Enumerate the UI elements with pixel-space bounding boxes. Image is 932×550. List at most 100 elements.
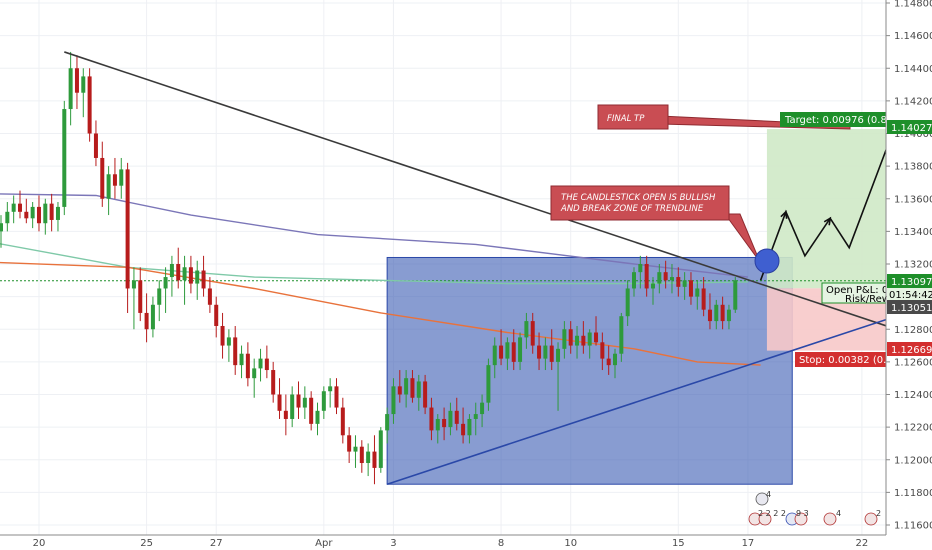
candle-body: [644, 264, 649, 289]
candle-body: [182, 267, 187, 281]
candle-body: [30, 206, 35, 219]
candle-body: [549, 345, 554, 362]
svg-text:2: 2: [876, 509, 881, 518]
stop-tag[interactable]: Stop: 0.00382 (0.: [795, 352, 886, 367]
candle-body: [239, 353, 244, 366]
candle-body: [302, 397, 307, 408]
x-tick-labels: 20 25 27 Apr 3 8 10 15 17 22: [33, 538, 869, 549]
candle-body: [676, 277, 681, 287]
candle-body: [682, 280, 687, 287]
candle-body: [207, 288, 212, 305]
stop-price: 1.12669: [891, 345, 932, 356]
candle-body: [575, 335, 580, 346]
candle-body: [11, 203, 16, 212]
candle-body: [461, 423, 466, 436]
ascending-trendline: [386, 312, 907, 485]
descending-trendline: [64, 51, 907, 334]
triangle-zone: [386, 256, 793, 485]
candle-body: [594, 332, 599, 343]
y-tick-label: 1.14200: [894, 96, 932, 107]
candle-body: [492, 345, 497, 366]
candle-body: [486, 365, 491, 403]
event-badges[interactable]: 4 2 2 2 2 9 3 4 2: [748, 490, 881, 526]
candle-body: [328, 386, 333, 392]
last-price: 1.13051: [891, 303, 932, 314]
candle-body: [150, 304, 155, 330]
candle-body: [340, 407, 345, 436]
candle-note-callout[interactable]: THE CANDLESTICK OPEN IS BULLISH AND BREA…: [550, 185, 761, 263]
y-tick-label: 1.13800: [894, 162, 932, 173]
candle-body: [258, 358, 263, 369]
candle-body: [581, 335, 586, 346]
candle-body: [454, 410, 459, 424]
candle-body: [404, 378, 409, 395]
candle-body: [701, 288, 706, 310]
candle-body: [62, 109, 67, 207]
candle-body: [663, 272, 668, 281]
candle-body: [726, 309, 731, 322]
open-pnl-label: Open P&L: 0: [826, 285, 888, 296]
candle-body: [562, 329, 567, 349]
candle-note-line2: AND BREAK ZONE OF TRENDLINE: [560, 204, 704, 214]
y-tick-label: 1.14800: [894, 0, 932, 10]
candle-body: [55, 206, 60, 220]
target-tag[interactable]: Target: 0.00976 (0.8: [780, 112, 887, 127]
final-tp-callout[interactable]: FINAL TP: [597, 104, 851, 130]
x-tick-label: 10: [564, 538, 577, 549]
candle-body: [587, 332, 592, 346]
candle-body: [556, 348, 561, 362]
pnl-value-tag: 01:54:42: [887, 288, 932, 301]
event-badge-right-1[interactable]: 4: [823, 509, 841, 526]
candle-body: [518, 337, 523, 362]
candle-body: [613, 353, 618, 366]
y-tick-label: 1.12600: [894, 357, 932, 368]
candle-body: [650, 283, 655, 289]
last-price-tag: 1.13051: [887, 300, 932, 314]
y-tick-label: 1.12400: [894, 390, 932, 401]
event-badge-top[interactable]: 4: [755, 490, 771, 506]
y-tick-label: 1.13400: [894, 227, 932, 238]
candle-body: [416, 381, 421, 398]
candle-body: [163, 277, 168, 289]
candle-body: [188, 267, 193, 284]
candle-body: [397, 386, 402, 395]
y-tick-label: 1.13600: [894, 194, 932, 205]
candle-body: [359, 446, 364, 464]
candle-body: [43, 203, 48, 224]
y-tick-label: 1.14000: [894, 129, 932, 140]
event-badge-cluster-mid[interactable]: 9 3: [785, 509, 809, 526]
candle-body: [511, 342, 516, 362]
final-tp-box: [597, 104, 669, 130]
candle-body: [568, 329, 573, 346]
event-badge-cluster-left[interactable]: 2 2 2 2: [748, 509, 786, 526]
candle-body: [277, 394, 282, 411]
candle-body: [720, 304, 725, 322]
x-tick-label: 27: [210, 538, 223, 549]
event-badge-right-2[interactable]: 2: [864, 509, 881, 526]
candle-body: [245, 353, 250, 379]
y-tick-label: 1.13200: [894, 260, 932, 271]
candle-body: [81, 76, 86, 93]
candle-body: [669, 277, 674, 281]
candle-body: [619, 316, 624, 354]
candle-body: [600, 342, 605, 359]
candle-note-pointer: [724, 213, 761, 263]
candle-body: [321, 391, 326, 411]
moving-average-orange: [0, 261, 761, 366]
candle-body: [5, 211, 10, 224]
arrowhead-2: [823, 216, 832, 226]
entry-circle-marker[interactable]: [754, 248, 780, 274]
candle-body: [157, 288, 162, 305]
open-pnl-tag[interactable]: Open P&L: 0 Risk/Rew: [821, 282, 890, 305]
target-price-tag: 1.14027: [887, 120, 932, 134]
candle-body: [119, 169, 124, 186]
candle-body: [112, 174, 117, 186]
svg-text:2 2 2 2: 2 2 2 2: [758, 509, 786, 518]
candle-body: [537, 345, 542, 359]
candle-body: [473, 414, 478, 419]
candle-body: [24, 211, 29, 219]
candle-body: [410, 378, 415, 398]
candle-body: [524, 321, 529, 338]
price-axis[interactable]: [885, 0, 932, 535]
